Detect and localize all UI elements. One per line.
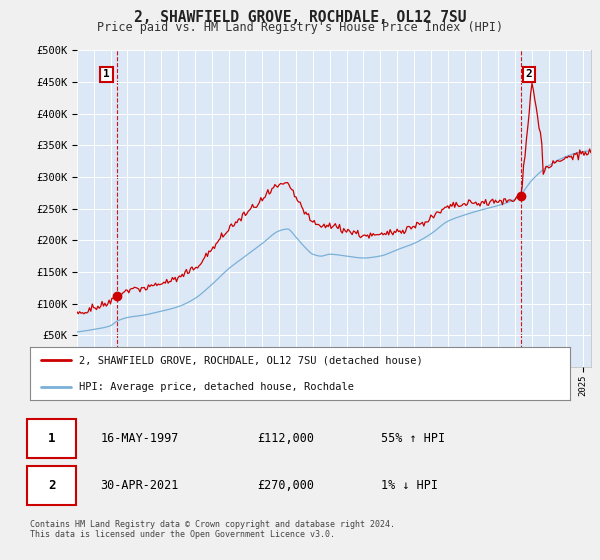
Text: Price paid vs. HM Land Registry's House Price Index (HPI): Price paid vs. HM Land Registry's House …	[97, 21, 503, 34]
Text: 30-APR-2021: 30-APR-2021	[100, 479, 179, 492]
Text: 2: 2	[48, 479, 55, 492]
FancyBboxPatch shape	[28, 419, 76, 458]
Text: 2, SHAWFIELD GROVE, ROCHDALE, OL12 7SU (detached house): 2, SHAWFIELD GROVE, ROCHDALE, OL12 7SU (…	[79, 356, 422, 366]
Text: Contains HM Land Registry data © Crown copyright and database right 2024.
This d: Contains HM Land Registry data © Crown c…	[30, 520, 395, 539]
Text: 1: 1	[103, 69, 110, 80]
Text: 1% ↓ HPI: 1% ↓ HPI	[381, 479, 438, 492]
Text: 16-MAY-1997: 16-MAY-1997	[100, 432, 179, 445]
Text: HPI: Average price, detached house, Rochdale: HPI: Average price, detached house, Roch…	[79, 382, 353, 392]
Text: £112,000: £112,000	[257, 432, 314, 445]
Text: 2, SHAWFIELD GROVE, ROCHDALE, OL12 7SU: 2, SHAWFIELD GROVE, ROCHDALE, OL12 7SU	[134, 10, 466, 25]
Text: 1: 1	[48, 432, 55, 445]
Text: £270,000: £270,000	[257, 479, 314, 492]
FancyBboxPatch shape	[28, 466, 76, 505]
Text: 55% ↑ HPI: 55% ↑ HPI	[381, 432, 445, 445]
Text: 2: 2	[526, 69, 533, 80]
